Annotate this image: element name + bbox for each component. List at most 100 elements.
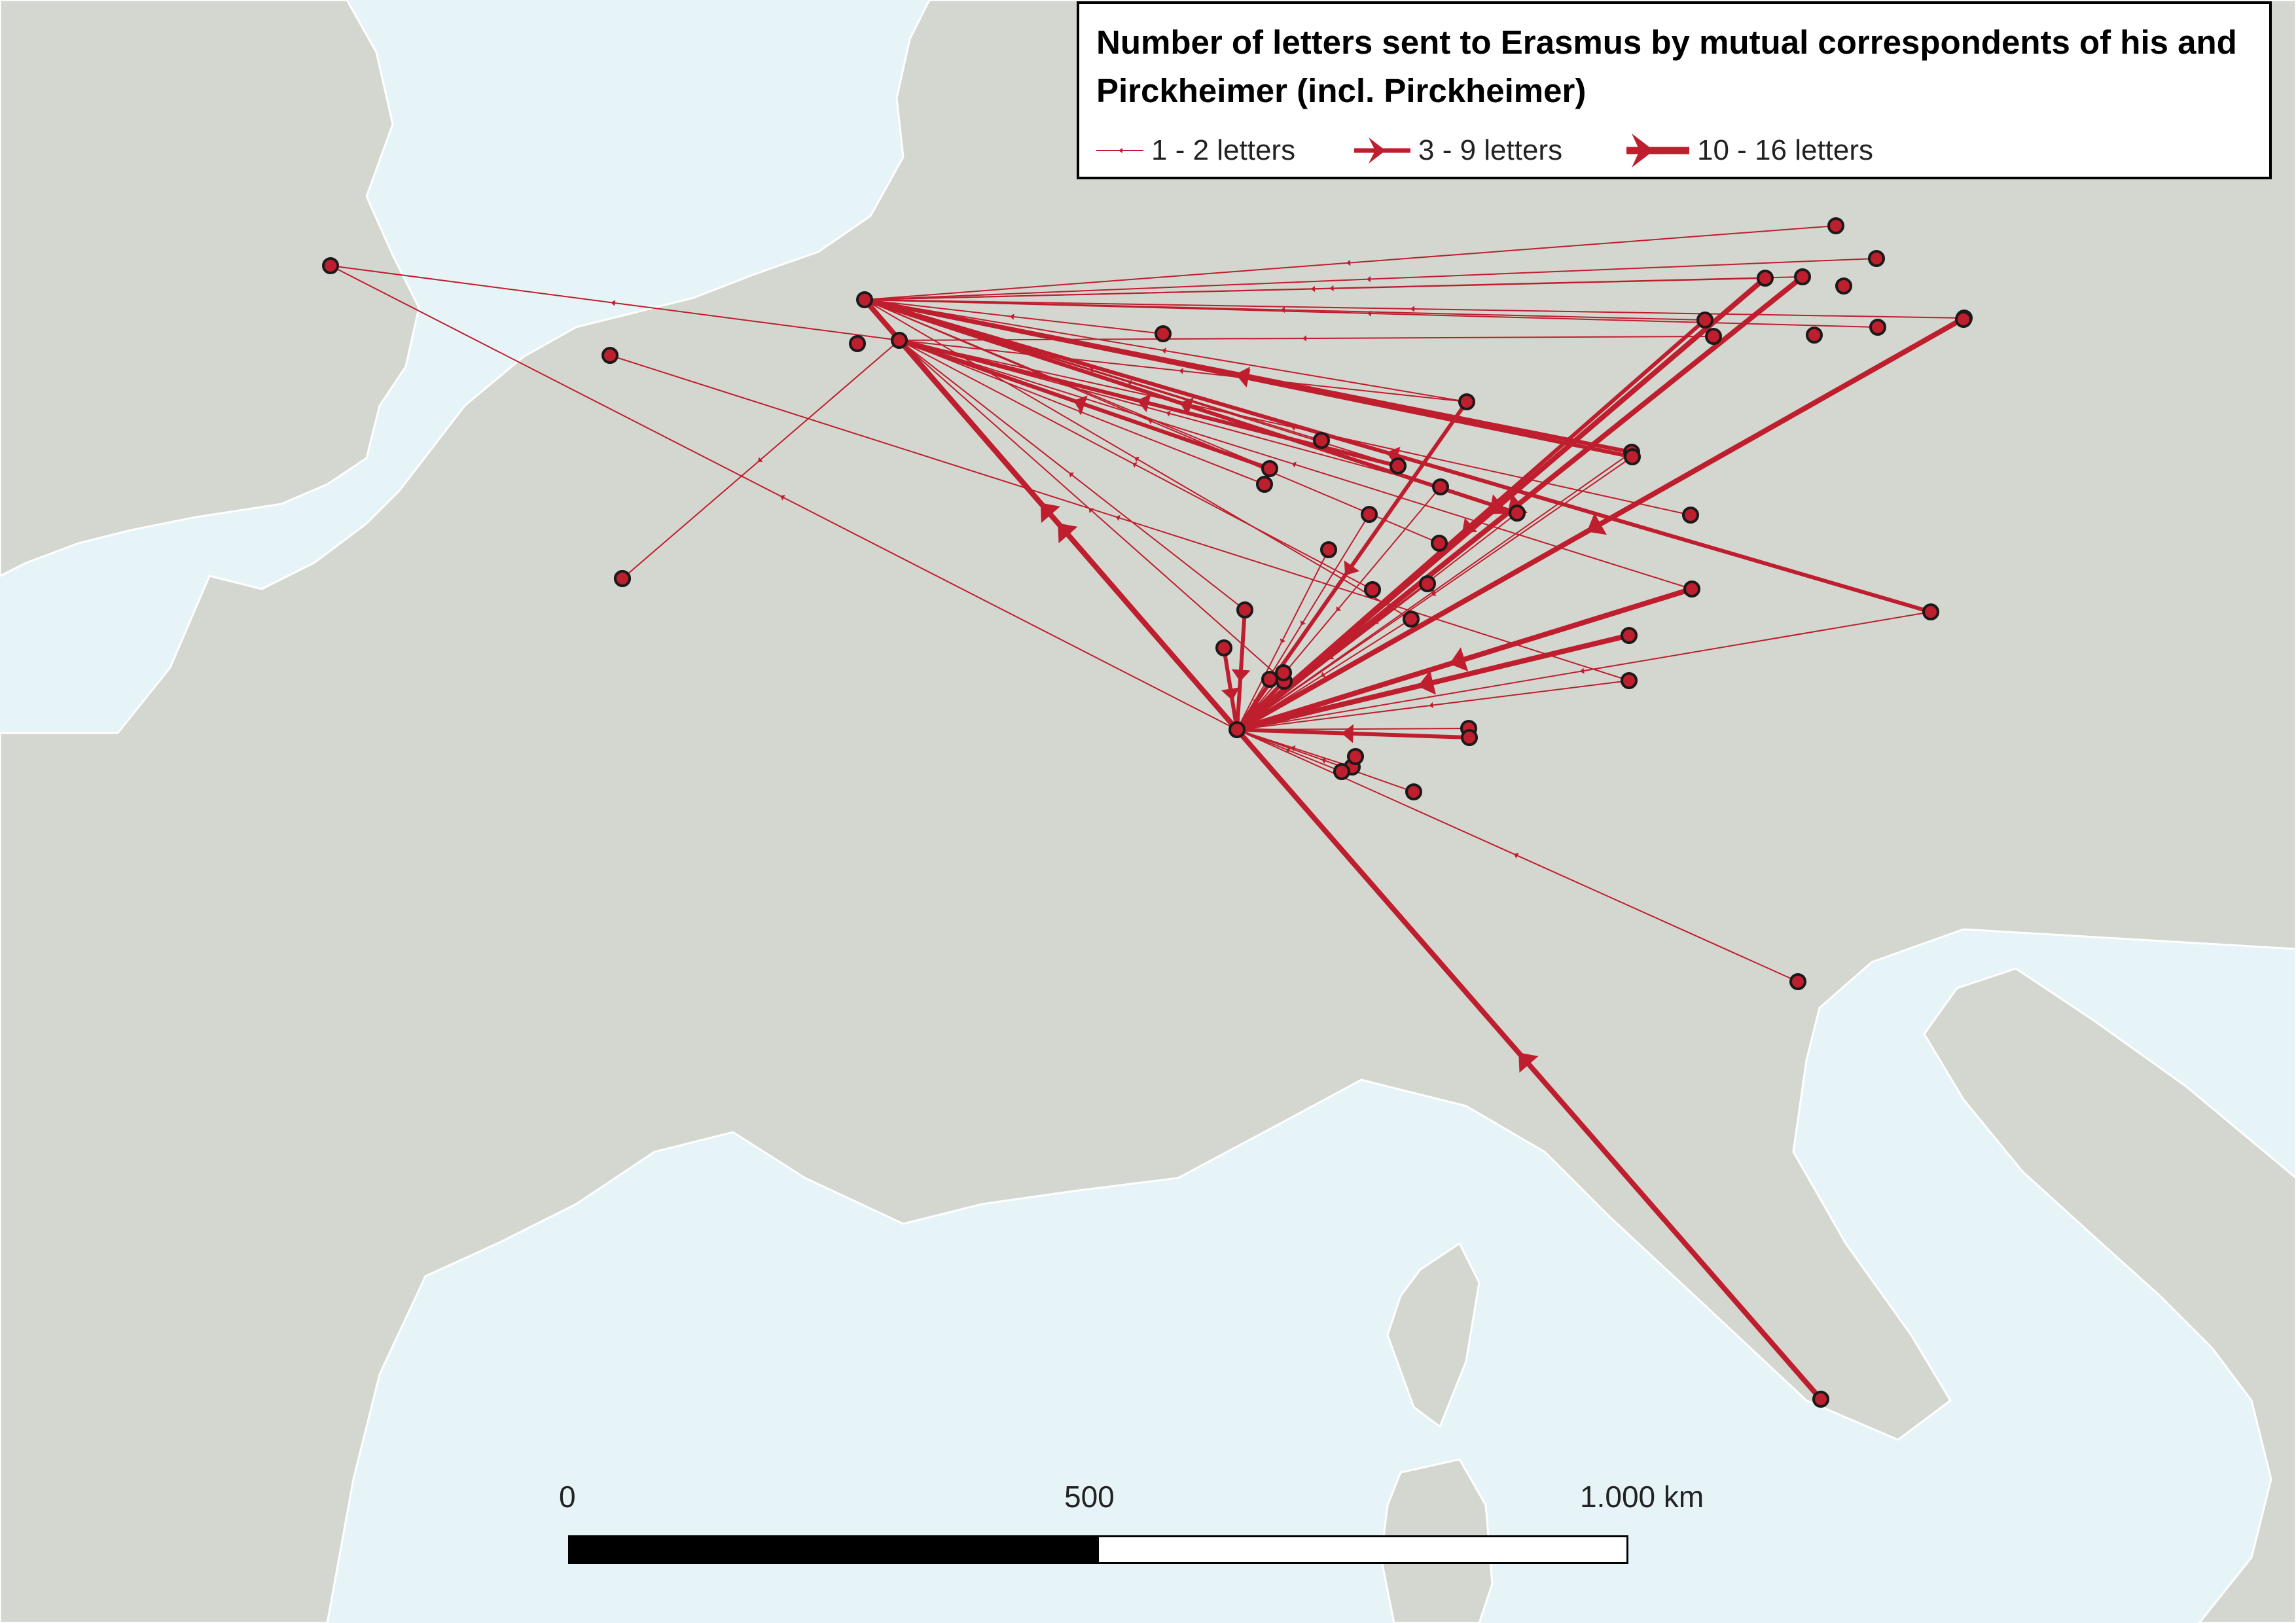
place-marker-frankfurt [1390, 457, 1407, 474]
place-marker-stuttgart [1361, 506, 1378, 523]
place-marker-bb5 [1806, 327, 1823, 344]
flow-arrow-basel-to-vienna [1418, 670, 1436, 695]
flow-arrow-basel-to-passau [1429, 702, 1434, 709]
place-marker-chur [1405, 783, 1422, 800]
place-marker-cent1 [1261, 671, 1278, 688]
flow-arrow-basel-to-kraka [1587, 512, 1607, 535]
flow-arrow-london-to-brussels [611, 300, 616, 306]
flow-arrow-louvain-to-bb2 [1367, 276, 1371, 283]
place-marker-nuremberg [1458, 393, 1475, 410]
place-marker-breisach [1215, 639, 1232, 656]
scale-label-500: 500 [1064, 1480, 1115, 1514]
place-marker-leipzig [1696, 312, 1713, 329]
flow-arrow-basel-to-stuttgart [1300, 620, 1306, 626]
place-marker-augsburg [1509, 505, 1526, 522]
legend-label-thick: 10 - 16 letters [1697, 134, 1874, 166]
place-marker-zurich [1347, 748, 1364, 765]
flow-arrow-brussels-to-frankfurt [1137, 394, 1151, 412]
flow-arrow-louvain-to-cologne [1010, 313, 1014, 320]
flow-arrow-basel-to-munich [1336, 606, 1342, 612]
place-marker-poznan [1794, 268, 1811, 285]
flow-arrow-louvain-to-bamberg [1089, 366, 1094, 374]
flow-arrow-basel-to-bern [1285, 747, 1291, 754]
flow-arrow-louvain-to-lb1 [1236, 366, 1250, 385]
flow-arrow-basel-to-leipzig [1462, 518, 1477, 533]
place-marker-krakow [1922, 603, 1939, 620]
flow-lines [330, 225, 1965, 1401]
flow-arrow-brussels-to-speyer [1073, 395, 1088, 414]
flow-arrow-brussels-to-munich [1166, 410, 1171, 417]
place-marker-innsbruck [1461, 729, 1478, 746]
place-marker-antwerp [849, 335, 866, 352]
flow-arrow-brussels-to-nuremberg [1179, 368, 1184, 374]
scale-bar-black-segment [568, 1535, 1101, 1564]
place-marker-bb6 [1705, 328, 1722, 345]
flow-arrow-brussels-to-ljubljana [1291, 461, 1297, 468]
flow-arrow-paris-to-brussels [757, 457, 763, 462]
flow-arrow-basel-to-konstanz [1291, 745, 1296, 752]
place-marker-speyer [1261, 460, 1278, 477]
flow-arrow-london-to-basel [780, 495, 785, 501]
place-marker-regensburg [1403, 611, 1420, 628]
flow-arrow-basel-to-krakow [1580, 668, 1585, 674]
place-marker-lb2 [1682, 507, 1699, 524]
place-marker-bb4 [1869, 319, 1886, 336]
place-marker-prague [1624, 448, 1641, 465]
place-marker-passau [1621, 672, 1638, 689]
legend-item-3-9-letters: 3 - 9 letters [1354, 132, 1562, 169]
flow-arrow-basel-to-wittenberg [1489, 494, 1509, 514]
flow-arrow-basel-to-colmar [1231, 669, 1251, 682]
place-marker-bb1 [1827, 217, 1844, 234]
medium-flow-symbol [1354, 137, 1410, 164]
flow-arrow-basel-to-landshut [1329, 654, 1335, 660]
flow-arrow-basel-to-innsbruck [1341, 724, 1354, 743]
legend-item-10-16-letters: 10 - 16 letters [1626, 132, 1873, 169]
place-marker-ljubljana [1683, 580, 1700, 597]
place-marker-sel [1275, 664, 1292, 681]
thick-flow-symbol [1626, 134, 1689, 168]
place-marker-rouen [601, 347, 619, 364]
thin-flow-symbol [1096, 148, 1143, 153]
flow-arrow-louvain-to-bb1 [1346, 259, 1351, 266]
flow-arrow-basel-to-nuremberg [1344, 560, 1360, 576]
place-marker-strasbourg [1256, 476, 1273, 493]
scale-label-0: 0 [559, 1480, 576, 1514]
place-marker-bb3 [1835, 277, 1852, 294]
legend-title: Number of letters sent to Erasmus by mut… [1096, 24, 2237, 109]
place-marker-rome [1812, 1391, 1829, 1408]
flow-arrow-basel-to-ljubljana [1449, 647, 1469, 671]
place-marker-lyon [614, 570, 631, 587]
flow-arrow-brussels-to-wurzburg [1132, 462, 1138, 468]
flow-arrow-basel-to-rome [1518, 1052, 1539, 1073]
flow-arrow-basel-to-venice [1514, 853, 1519, 859]
place-marker-munich [1432, 478, 1449, 495]
place-marker-london [322, 257, 339, 274]
place-marker-venice [1789, 973, 1806, 990]
flow-arrow-louvain-to-nuremberg [1162, 348, 1166, 354]
flow-arrow-basel-to-prague [1431, 590, 1437, 596]
place-marker-ingolstadt [1431, 535, 1448, 552]
flow-arrow-brussels-to-bb6 [1302, 335, 1307, 342]
place-marker-brussels [891, 332, 908, 349]
flow-arrow-brussels-to-strasbourg [1078, 409, 1083, 416]
legend-item-1-2-letters: 1 - 2 letters [1096, 132, 1295, 169]
flow-arrow-brussels-to-basel [1058, 523, 1078, 544]
map-legend: Number of letters sent to Erasmus by mut… [1077, 1, 2272, 179]
legend-label-medium: 3 - 9 letters [1418, 134, 1563, 166]
flow-arrow-rouen-to-passau [1115, 514, 1121, 522]
flow-arrow-louvain-to-augsburg [1179, 397, 1194, 416]
place-marker-wittenberg [1757, 270, 1774, 287]
place-marker-basel [1229, 721, 1246, 738]
place-markers [322, 217, 1973, 1408]
scale-label-1000: 1.000 km [1580, 1480, 1704, 1514]
place-marker-cologne [1155, 325, 1172, 342]
flow-arrow-louvain-to-kraka [1410, 306, 1415, 312]
flow-arrow-brussels-to-lb2 [1291, 424, 1296, 431]
place-marker-colmar [1236, 601, 1253, 618]
flow-arrow-louvain-to-krakow [1386, 446, 1401, 465]
place-marker-bern [1333, 763, 1350, 780]
place-marker-tubingen [1320, 541, 1337, 558]
place-marker-louvain [856, 291, 873, 308]
